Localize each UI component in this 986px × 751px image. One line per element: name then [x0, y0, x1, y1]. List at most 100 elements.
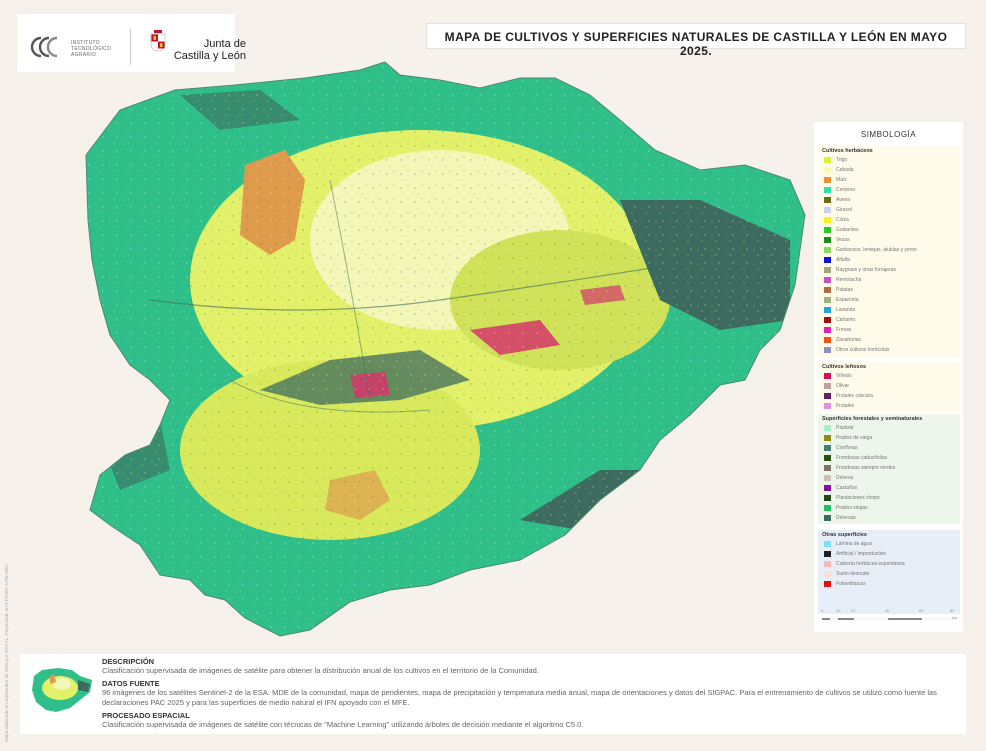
- legend-swatch: [824, 167, 831, 173]
- legend-item-label: Lámina de agua: [836, 541, 872, 547]
- legend-swatch: [824, 455, 831, 461]
- legend-swatch: [824, 435, 831, 441]
- legend-swatch: [824, 327, 831, 333]
- legend-item: Maíz: [818, 175, 960, 185]
- legend-item-label: Garbanzos, lentejas, alubias y yeros: [836, 247, 917, 253]
- legend-item: Prados de siega: [818, 433, 960, 443]
- legend-swatch: [824, 505, 831, 511]
- map-castilla-leon: [85, 61, 806, 637]
- legend-item-label: Guisantes: [836, 227, 859, 233]
- jcyl-shield-icon: [150, 30, 166, 52]
- legend-item-label: Suelo desnudo: [836, 571, 870, 577]
- legend-item: Plantaciones chopo: [818, 493, 960, 503]
- legend-swatch: [824, 561, 831, 567]
- legend-swatch: [824, 197, 831, 203]
- legend-item: Dehesa: [818, 473, 960, 483]
- legend-item-label: Castaños: [836, 485, 858, 491]
- legend-item: Cubierta herbácea espontánea: [818, 559, 960, 569]
- legend-item-label: Plantaciones chopo: [836, 495, 880, 501]
- legend-item-label: Pastizal: [836, 425, 854, 431]
- legend-item: Viñedo: [818, 371, 960, 381]
- legend-item-label: Girasol: [836, 207, 852, 213]
- scale-label: 0: [821, 608, 824, 613]
- legend-swatch: [824, 247, 831, 253]
- legend-swatch: [824, 515, 831, 521]
- legend-section-title: Otras superficies: [822, 532, 867, 538]
- legend-swatch: [824, 157, 831, 163]
- legend-item-label: Dehesas: [836, 515, 856, 521]
- legend-item-label: Olivar: [836, 383, 850, 389]
- legend-item-label: Frondosas siempre verdes: [836, 465, 896, 471]
- scale-bar-graphic: [822, 617, 957, 621]
- legend-swatch: [824, 475, 831, 481]
- legend-title: SIMBOLOGÍA: [860, 130, 917, 139]
- legend-item: Garbanzos, lentejas, alubias y yeros: [818, 245, 960, 255]
- legend-swatch: [824, 187, 831, 193]
- legend-item-label: Vezas: [836, 237, 850, 243]
- scale-label: 20: [851, 608, 856, 613]
- legend-item: Olivar: [818, 381, 960, 391]
- scale-label: 40: [885, 608, 890, 613]
- legend-item-label: Centeno: [836, 187, 855, 193]
- legend-swatch: [824, 177, 831, 183]
- legend-swatch: [824, 445, 831, 451]
- description-text: Clasificación supervisada de imágenes de…: [102, 666, 539, 675]
- legend-item-label: Viñedo: [836, 373, 852, 379]
- legend-item-label: Remolacha: [836, 277, 862, 283]
- legend-item: Esparceta: [818, 295, 960, 305]
- legend-swatch: [824, 287, 831, 293]
- thumbnail-map: [32, 668, 92, 712]
- legend-item-label: Otros cultivos hortícolas: [836, 347, 890, 353]
- legend-item: Trigo: [818, 155, 960, 165]
- legend-item: Alfalfa: [818, 255, 960, 265]
- legend-item: Centeno: [818, 185, 960, 195]
- scale-label: 80: [950, 608, 955, 613]
- legend-swatch: [824, 383, 831, 389]
- legend-item-label: Cártamo: [836, 317, 856, 323]
- legend-swatch: [824, 495, 831, 501]
- legend-item: Raygrass y otras forrajeras: [818, 265, 960, 275]
- itacyl-logo-icon: [30, 36, 58, 58]
- source-data-section: DATOS FUENTE 96 imágenes de los satélite…: [102, 679, 962, 707]
- legend-item: Frutales: [818, 401, 960, 411]
- legend-item: Fotovoltaicas: [818, 579, 960, 589]
- legend-item: Remolacha: [818, 275, 960, 285]
- itacyl-logo-text: INSTITUTO TECNOLÓGICO AGRARIO: [71, 40, 112, 58]
- scale-unit: km: [952, 615, 958, 620]
- legend-swatch: [824, 425, 831, 431]
- legend-item-label: Prados de siega: [836, 435, 873, 441]
- legend-swatch: [824, 307, 831, 313]
- legend-section-title: Cultivos herbáceos: [822, 148, 873, 154]
- legend-swatch: [824, 257, 831, 263]
- legend-swatch: [824, 207, 831, 213]
- legend-item-label: Artificial / improductivo: [836, 551, 887, 557]
- legend-panel: SIMBOLOGÍA Cultivos herbáceos Trigo Cebada…: [814, 122, 963, 632]
- legend-item-label: Prados siegas: [836, 505, 868, 511]
- processing-section: PROCESADO ESPACIAL Clasificación supervi…: [102, 711, 962, 730]
- description-panel: DESCRIPCIÓN Clasificación supervisada de…: [20, 654, 966, 734]
- legend-item-label: Frutales: [836, 403, 855, 409]
- legend-item: Guisantes: [818, 225, 960, 235]
- legend-item: Zanahorias: [818, 335, 960, 345]
- legend-swatch: [824, 297, 831, 303]
- legend-item-label: Zanahorias: [836, 337, 862, 343]
- legend-item-label: Lavanda: [836, 307, 856, 313]
- legend-section: Cultivos leñosos Viñedo Olivar Frutales cás…: [818, 362, 960, 412]
- legend-item: Frondosas caducifolias: [818, 453, 960, 463]
- legend-item: Otros cultivos hortícolas: [818, 345, 960, 355]
- legend-item: Cebada: [818, 165, 960, 175]
- legend-item-label: Patatas: [836, 287, 853, 293]
- legend-item: Avena: [818, 195, 960, 205]
- legend-swatch: [824, 551, 831, 557]
- legend-item: Prados siegas: [818, 503, 960, 513]
- jcyl-logo-text: Junta de Castilla y León: [173, 38, 246, 62]
- legend-swatch: [824, 541, 831, 547]
- legend-item-label: Fresas: [836, 327, 852, 333]
- legend-swatch: [824, 571, 831, 577]
- legend-swatch: [824, 347, 831, 353]
- legend-item: Frutales cáscara: [818, 391, 960, 401]
- legend-swatch: [824, 373, 831, 379]
- source-data-text: 96 imágenes de los satélites Sentinel-2 …: [102, 688, 937, 707]
- legend-swatch: [824, 581, 831, 587]
- processing-heading: PROCESADO ESPACIAL: [102, 711, 190, 720]
